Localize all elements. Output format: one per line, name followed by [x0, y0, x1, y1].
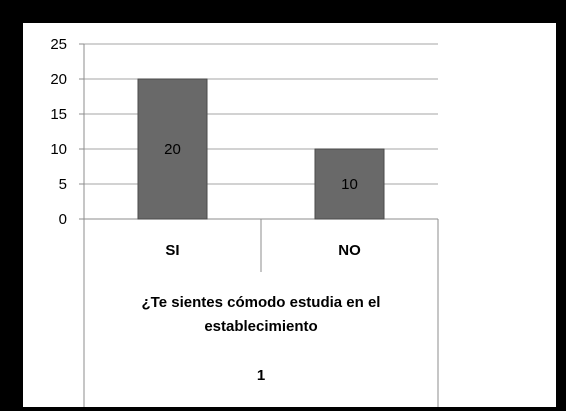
y-tick-label: 5: [59, 176, 67, 193]
bar-chart: 0 5 10 15 20 25 20 SI 10 NO ¿Te sientes cómodo est…: [50, 36, 439, 407]
y-tick-label: 20: [50, 71, 67, 88]
bar-si: [137, 78, 208, 220]
group-label: ¿Te sientes cómodo estudia en el: [142, 294, 381, 311]
y-tick-label: 10: [50, 141, 67, 158]
y-tick-label: 25: [50, 36, 67, 53]
bar-no: [314, 148, 385, 220]
category-label: SI: [165, 242, 179, 259]
y-tick-label: 15: [50, 106, 67, 123]
y-tick-label: 0: [59, 211, 67, 228]
group-label: establecimiento: [204, 318, 317, 335]
category-label: NO: [338, 242, 361, 259]
data-label: 10: [341, 176, 358, 193]
data-label: 20: [164, 141, 181, 158]
series-label: 1: [257, 367, 265, 384]
chart-area: 0 5 10 15 20 25 20 SI 10 NO ¿Te sientes cómodo est…: [23, 23, 556, 407]
